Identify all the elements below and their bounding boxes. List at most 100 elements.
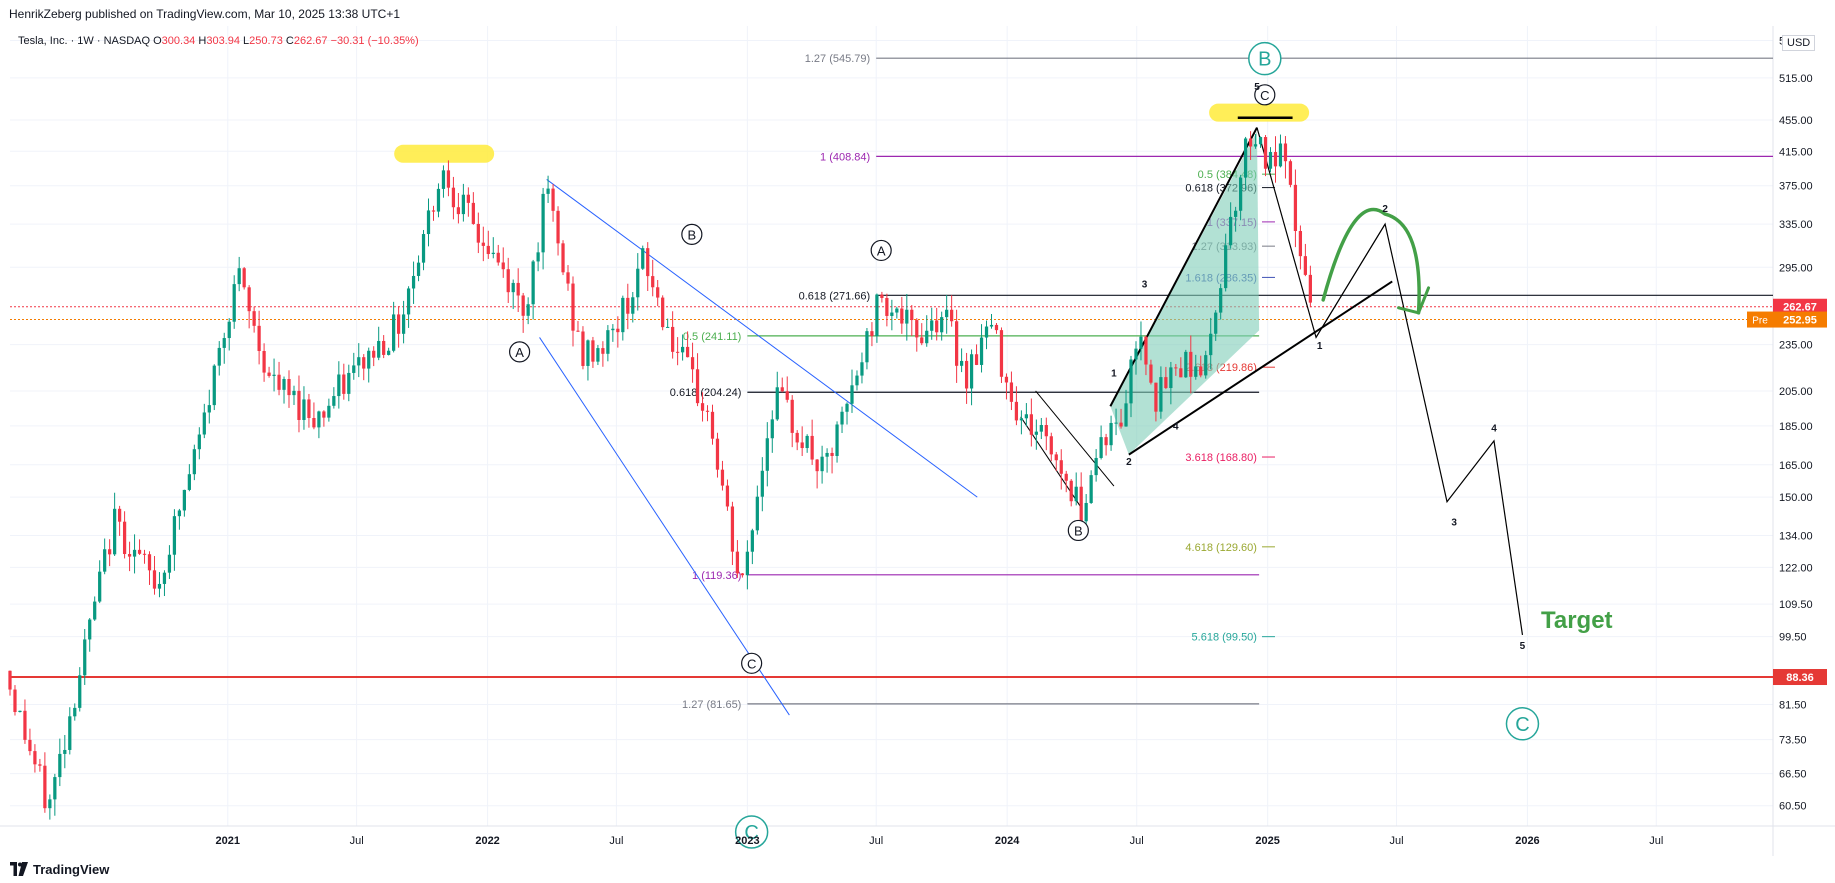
wave-number: 3 bbox=[1451, 517, 1457, 528]
candle-body bbox=[182, 489, 186, 511]
candle-body bbox=[1069, 480, 1073, 502]
candle-body bbox=[725, 485, 730, 507]
candle-body bbox=[745, 551, 749, 576]
candle-body bbox=[820, 456, 824, 472]
candle-body bbox=[1154, 382, 1158, 412]
wedge-upper-line bbox=[1109, 127, 1258, 407]
annotations: A B C A B C B C C 1 2 3 4 5 1 2 3 4 5 Target bbox=[509, 41, 1613, 849]
candle-body bbox=[1039, 425, 1043, 432]
candle-body bbox=[865, 331, 869, 363]
tradingview-brand: TradingView bbox=[33, 862, 110, 877]
wave-number: 1 bbox=[1111, 368, 1117, 379]
y-tick-label: 205.00 bbox=[1779, 386, 1813, 398]
candle-body bbox=[8, 670, 12, 690]
candle-body bbox=[1184, 351, 1188, 378]
y-tick-label: 73.50 bbox=[1779, 735, 1807, 747]
support-price-tag-text: 88.36 bbox=[1786, 672, 1814, 684]
candle-body bbox=[636, 268, 640, 298]
wave-circle-label: B bbox=[1074, 523, 1083, 538]
fib-ext-label: 4.618 (129.60) bbox=[1185, 542, 1257, 554]
chart-area[interactable]: 1.27 (545.79) 1 (408.84) 0.618 (271.66) 0.5… bbox=[0, 26, 1835, 856]
fib-level-label: 1.27 (545.79) bbox=[805, 53, 870, 65]
candle-body bbox=[227, 321, 231, 339]
candle-body bbox=[282, 378, 286, 390]
candle-body bbox=[1298, 231, 1303, 257]
candle-body bbox=[666, 326, 670, 328]
candle-body bbox=[53, 777, 57, 800]
candle-body bbox=[955, 321, 959, 366]
currency-button[interactable]: USD bbox=[1782, 35, 1816, 51]
price-chart[interactable]: 1.27 (545.79) 1 (408.84) 0.618 (271.66) 0.5… bbox=[0, 26, 1835, 856]
x-tick-label: Jul bbox=[869, 835, 883, 847]
candle-body bbox=[765, 438, 769, 471]
candle-body bbox=[905, 309, 909, 324]
candle-body bbox=[1169, 367, 1173, 389]
candle-body bbox=[1199, 366, 1203, 376]
candle-body bbox=[720, 469, 725, 486]
candle-body bbox=[172, 516, 177, 555]
candle-body bbox=[1074, 486, 1078, 502]
candle-body bbox=[1273, 152, 1278, 167]
candle-body bbox=[387, 350, 391, 355]
candle-body bbox=[626, 297, 630, 314]
candle-body bbox=[127, 554, 132, 557]
candle-body bbox=[855, 375, 859, 386]
x-axis[interactable]: 2021 Jul 2022 Jul 2023 Jul 2024 Jul 2025 Jul 2026 J… bbox=[216, 835, 1664, 847]
candle-body bbox=[73, 707, 77, 717]
candle-body bbox=[362, 357, 366, 369]
candle-body bbox=[1214, 312, 1218, 334]
candle-body bbox=[710, 411, 715, 439]
tradingview-logo-icon bbox=[10, 862, 28, 876]
candle-body bbox=[715, 438, 720, 470]
candle-body bbox=[935, 320, 939, 333]
candle-body bbox=[1164, 377, 1168, 389]
candle-body bbox=[367, 350, 371, 369]
candle-body bbox=[13, 689, 17, 713]
candle-body bbox=[476, 223, 480, 243]
candle-body bbox=[496, 252, 500, 263]
big-wave-label: C bbox=[744, 822, 758, 844]
candle-body bbox=[1094, 457, 1098, 476]
candle-body bbox=[451, 187, 456, 208]
candle-body bbox=[117, 508, 122, 522]
candle-body bbox=[969, 354, 974, 389]
candle-body bbox=[760, 470, 764, 497]
big-wave-circle bbox=[1505, 707, 1540, 741]
candle-body bbox=[307, 399, 311, 419]
candle-body bbox=[322, 411, 326, 418]
candle-body bbox=[750, 530, 754, 552]
candle-body bbox=[23, 710, 27, 740]
candle-body bbox=[1124, 403, 1128, 427]
candle-body bbox=[1009, 382, 1014, 402]
candle-body bbox=[680, 346, 685, 353]
fib-level-label: 0.618 (271.66) bbox=[799, 290, 871, 302]
candle-body bbox=[416, 262, 421, 276]
candle-body bbox=[546, 188, 550, 194]
b-wedge-line bbox=[1035, 390, 1115, 487]
candle-body bbox=[880, 294, 884, 298]
candle-body bbox=[840, 411, 844, 425]
big-wave-label: C bbox=[1515, 714, 1529, 736]
candle-body bbox=[396, 314, 401, 334]
candle-body bbox=[870, 331, 874, 337]
candle-body bbox=[33, 751, 37, 765]
symbol-name: Tesla, Inc. · 1W · NASDAQ bbox=[18, 35, 151, 47]
candle-body bbox=[835, 424, 839, 456]
candle-body bbox=[78, 675, 82, 708]
candle-body bbox=[1049, 436, 1053, 455]
candle-body bbox=[910, 309, 914, 321]
publisher-bar: HenrikZeberg published on TradingView.co… bbox=[0, 0, 1835, 26]
x-tick-label: 2021 bbox=[216, 835, 240, 847]
fib-level-label: 0.618 (204.24) bbox=[670, 387, 742, 399]
candle-body bbox=[88, 619, 92, 640]
candle-body bbox=[192, 449, 196, 475]
pre-price-tag-prefix-box bbox=[1747, 311, 1773, 328]
big-wave-circle bbox=[1248, 41, 1282, 76]
x-tick-label: 2026 bbox=[1515, 835, 1539, 847]
y-axis[interactable]: 575.00515.00455.00415.00375.00335.00295.… bbox=[1779, 35, 1813, 812]
candle-body bbox=[685, 346, 690, 358]
candle-body bbox=[541, 193, 545, 253]
candle-body bbox=[775, 387, 779, 420]
candle-body bbox=[481, 242, 485, 246]
candle-body bbox=[108, 549, 112, 555]
